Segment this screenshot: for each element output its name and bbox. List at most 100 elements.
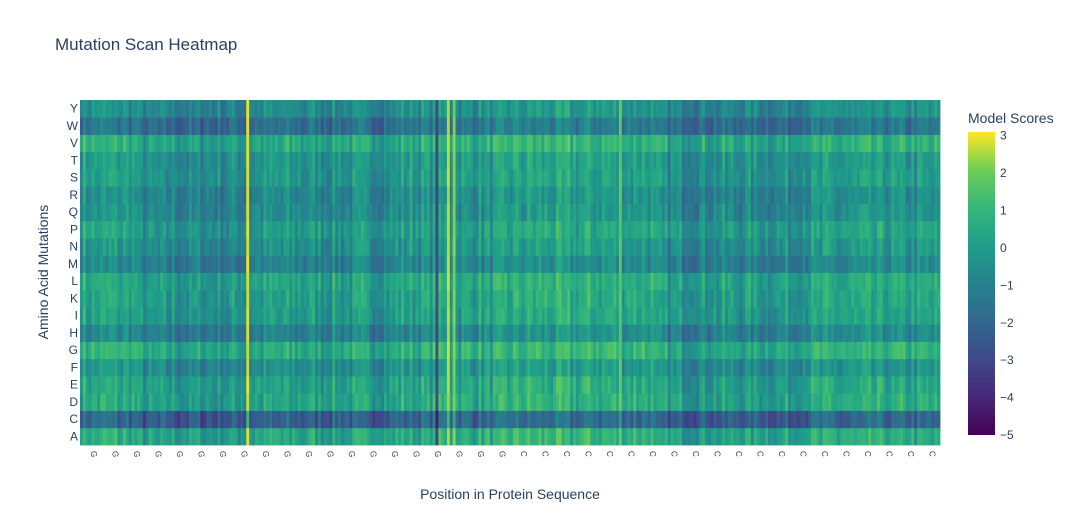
heatmap-cell — [272, 307, 276, 325]
heatmap-cell — [730, 376, 734, 394]
heatmap-cell — [231, 203, 236, 222]
heatmap-cell — [644, 410, 648, 429]
heatmap-cell — [647, 341, 651, 360]
heatmap-cell — [145, 393, 150, 411]
heatmap-cell — [197, 255, 201, 273]
heatmap-cell — [335, 358, 339, 377]
heatmap-cell — [401, 410, 405, 429]
heatmap-cell — [246, 220, 250, 239]
heatmap-cell — [306, 358, 310, 377]
heatmap-cell — [174, 186, 178, 204]
heatmap-cell — [131, 220, 135, 239]
heatmap-cell — [406, 376, 411, 394]
heatmap-cell — [621, 341, 626, 360]
heatmap-cell — [171, 376, 175, 394]
heatmap-cell — [429, 186, 433, 204]
heatmap-cell — [699, 186, 703, 204]
heatmap-cell — [507, 289, 511, 308]
heatmap-cell — [343, 376, 347, 394]
heatmap-cell — [85, 272, 89, 291]
heatmap-cell — [452, 255, 456, 273]
heatmap-cell — [647, 238, 651, 256]
heatmap-cell — [578, 307, 583, 325]
heatmap-cell — [286, 203, 290, 222]
heatmap-cell — [231, 427, 236, 446]
heatmap-cell — [573, 341, 577, 360]
heatmap-cell — [438, 203, 442, 222]
heatmap-cell — [604, 341, 608, 360]
heatmap-cell — [429, 272, 433, 291]
heatmap-cell — [243, 376, 247, 394]
heatmap-cell — [745, 203, 749, 222]
heatmap-cell — [375, 341, 379, 360]
heatmap-cell — [492, 393, 497, 411]
heatmap-cell — [676, 289, 680, 308]
heatmap-cell — [455, 151, 459, 170]
heatmap-cell — [507, 307, 511, 325]
heatmap-cell — [762, 272, 766, 291]
heatmap-cell — [421, 410, 425, 429]
heatmap-cell — [352, 376, 356, 394]
heatmap-cell — [478, 220, 482, 239]
heatmap-cell — [174, 255, 178, 273]
heatmap-cell — [100, 151, 104, 170]
heatmap-cell — [352, 220, 356, 239]
heatmap-cell — [527, 307, 531, 325]
heatmap-cell — [555, 358, 560, 377]
heatmap-cell — [94, 220, 98, 239]
heatmap-cell — [699, 272, 703, 291]
heatmap-cell — [326, 358, 330, 377]
heatmap-cell — [283, 220, 287, 239]
heatmap-cell — [842, 186, 846, 204]
heatmap-cell — [117, 238, 121, 256]
heatmap-cell — [535, 272, 540, 291]
heatmap-cell — [813, 376, 818, 394]
heatmap-cell — [148, 376, 153, 394]
heatmap-cell — [254, 410, 259, 429]
heatmap-cell — [561, 255, 565, 273]
heatmap-cell — [693, 203, 697, 222]
heatmap-cell — [183, 203, 187, 222]
heatmap-cell — [768, 289, 772, 308]
heatmap-cell — [303, 289, 307, 308]
heatmap-cell — [587, 169, 591, 187]
heatmap-cell — [885, 341, 889, 360]
heatmap-cell — [501, 341, 505, 360]
heatmap-cell — [659, 272, 663, 291]
heatmap-cell — [558, 169, 562, 187]
heatmap-cell — [174, 272, 178, 291]
heatmap-cell — [839, 203, 843, 222]
heatmap-cell — [97, 410, 101, 429]
heatmap-cell — [429, 203, 433, 222]
heatmap-cell — [756, 220, 760, 239]
heatmap-cell — [209, 220, 213, 239]
heatmap-cell — [323, 238, 327, 256]
heatmap-cell — [707, 341, 712, 360]
heatmap-cell — [532, 324, 537, 342]
heatmap-cell — [684, 358, 689, 377]
heatmap-cell — [931, 307, 935, 325]
heatmap-cell — [134, 393, 138, 411]
heatmap-cell — [785, 203, 789, 222]
heatmap-cell — [799, 427, 803, 446]
heatmap-cell — [653, 289, 657, 308]
heatmap-cell — [97, 307, 101, 325]
heatmap-cell — [188, 393, 193, 411]
heatmap-cell — [289, 169, 293, 187]
heatmap-cell — [300, 393, 304, 411]
heatmap-cell — [484, 341, 488, 360]
heatmap-cell — [518, 255, 522, 273]
heatmap-cell — [137, 324, 141, 342]
heatmap-cell — [501, 151, 505, 170]
heatmap-cell — [157, 186, 161, 204]
heatmap-cell — [438, 238, 442, 256]
heatmap-cell — [733, 410, 737, 429]
heatmap-cell — [154, 358, 158, 377]
heatmap-cell — [438, 324, 442, 342]
heatmap-cell — [899, 410, 904, 429]
heatmap-cell — [326, 324, 330, 342]
heatmap-cell — [166, 289, 170, 308]
heatmap-cell — [839, 427, 843, 446]
heatmap-cell — [704, 220, 709, 239]
heatmap-cell — [871, 307, 875, 325]
